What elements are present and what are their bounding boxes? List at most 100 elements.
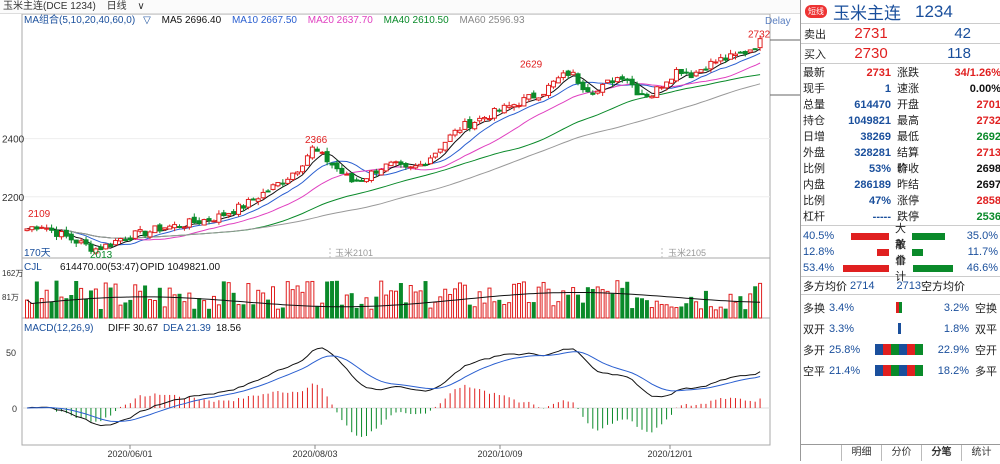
peak-2732-label: 2732: [748, 29, 771, 40]
volume-bar: [462, 284, 467, 319]
volume-bar: [699, 308, 704, 319]
volume-bar: [635, 297, 640, 319]
volume-bar: [246, 283, 251, 319]
bid-price: 2730: [854, 45, 888, 62]
macd-value: 18.56: [216, 323, 241, 334]
x-tick-label: 2020/12/01: [647, 449, 692, 459]
stat-label-2: 跌停: [897, 211, 919, 223]
stat-value: -----: [872, 211, 891, 223]
stat-value-2: 34/1.26%: [954, 67, 1000, 79]
flow-bar-segment: [907, 344, 915, 355]
candle-body: [590, 92, 596, 95]
volume-bar: [369, 308, 374, 319]
short-term-badge[interactable]: 短线: [805, 5, 827, 18]
ma10-label: MA10 2667.50: [231, 15, 297, 26]
ask-row[interactable]: 卖出 2731 42: [801, 24, 1000, 44]
flow-label-2: 空开: [975, 344, 997, 357]
volume-bar: [738, 296, 743, 319]
volume-bar: [54, 280, 59, 319]
candle-body: [378, 168, 384, 176]
candle-body: [531, 92, 537, 99]
candle-body: [452, 129, 458, 136]
volume-bar: [733, 301, 738, 319]
order-flow: 40.5% 大 单 35.0% 12.8% 散 单 11.7% 53.4% 合 计 46.6%: [801, 223, 1000, 283]
candle-body: [44, 227, 50, 230]
candle-body: [501, 104, 507, 114]
chart-area[interactable]: 2400 2200 2109 2013 2366 2629 2732 170天 玉米2101 玉米…: [0, 0, 800, 461]
volume-bar: [162, 306, 167, 319]
order-flow-row: 53.4% 合 计 46.6%: [803, 255, 998, 283]
volume-bar: [497, 299, 502, 319]
delay-badge: Delay: [765, 16, 791, 27]
volume-bar: [339, 304, 344, 319]
sell-percent: 46.6%: [966, 262, 998, 274]
stat-value-2: 2732: [976, 115, 1000, 127]
ma-legend-title[interactable]: MA组合(5,10,20,40,60,0): [24, 15, 136, 26]
buy-bar: [843, 232, 889, 240]
volume-tick-label: 81万: [2, 293, 19, 302]
volume-bar: [103, 282, 108, 319]
candle-body: [757, 38, 763, 49]
volume-bar: [157, 287, 162, 319]
volume-bar: [541, 281, 546, 319]
order-type-label: 大 单: [895, 223, 906, 251]
tab-3[interactable]: 统计: [961, 445, 1000, 461]
candle-body: [250, 198, 256, 201]
volume-bar: [546, 288, 551, 319]
candle-body: [555, 77, 561, 84]
ma-legend-arrow-icon[interactable]: ▽: [143, 15, 151, 26]
candle-body: [718, 57, 724, 62]
volume-bar: [708, 306, 713, 319]
volume-bar: [216, 304, 221, 319]
bid-volume: 118: [947, 45, 971, 62]
volume-bar: [211, 295, 216, 319]
period-selector[interactable]: 日线 ∨: [107, 1, 153, 12]
candle-body: [732, 53, 738, 57]
position-flow: 多换 3.4% 3.2% 空换 双开 3.3% 1.8% 双平 多开 25.8% 22.9% 空开 空平…: [801, 294, 1000, 383]
candle-body: [221, 212, 227, 217]
candle-body: [245, 198, 251, 208]
flow-bar-segment: [875, 365, 883, 376]
ma60-line: [26, 83, 761, 239]
candle-body: [437, 148, 443, 153]
candle-body: [349, 173, 355, 183]
flow-bar-segment: [896, 302, 899, 313]
bid-label: 买入: [804, 48, 826, 61]
stat-value: 328281: [854, 147, 891, 159]
tab-1[interactable]: 分价: [881, 445, 921, 461]
sell-bar-fill: [912, 264, 953, 272]
candle-body: [162, 227, 168, 230]
candle-body: [334, 162, 340, 170]
macd-panel-frame: [21, 317, 771, 446]
volume-bar: [310, 280, 315, 319]
candle-body: [290, 172, 296, 180]
volume-bar: [93, 288, 98, 319]
candle-body: [683, 71, 689, 74]
flow-percent-2: 1.8%: [943, 322, 969, 335]
flow-bar-segment: [891, 365, 899, 376]
stat-label-2: 结算价: [897, 147, 919, 175]
candle-body: [418, 163, 424, 167]
tab-0[interactable]: 明细: [841, 445, 881, 461]
candle-body: [427, 157, 433, 165]
order-flow-row: 12.8% 散 单 11.7%: [803, 239, 998, 267]
order-type-label: 合 计: [895, 255, 907, 283]
candle-body: [314, 148, 320, 152]
bid-row[interactable]: 买入 2730 118: [801, 44, 1000, 64]
volume-bar: [295, 285, 300, 319]
ma40-label: MA40 2610.50: [383, 15, 449, 26]
tab-2[interactable]: 分笔: [921, 445, 961, 461]
candle-body: [723, 57, 729, 61]
volume-bar: [664, 304, 669, 319]
candle-body: [541, 93, 547, 97]
macd-dea-line: [26, 351, 761, 423]
candle-body: [398, 161, 404, 165]
volume-bar: [758, 282, 763, 319]
candle-body: [260, 191, 266, 199]
candle-body: [747, 49, 753, 53]
candle-body: [521, 97, 527, 107]
candle-body: [423, 163, 429, 166]
candle-body: [255, 198, 261, 202]
bottom-tabs: 明细 分价 分笔 统计: [801, 444, 1000, 461]
